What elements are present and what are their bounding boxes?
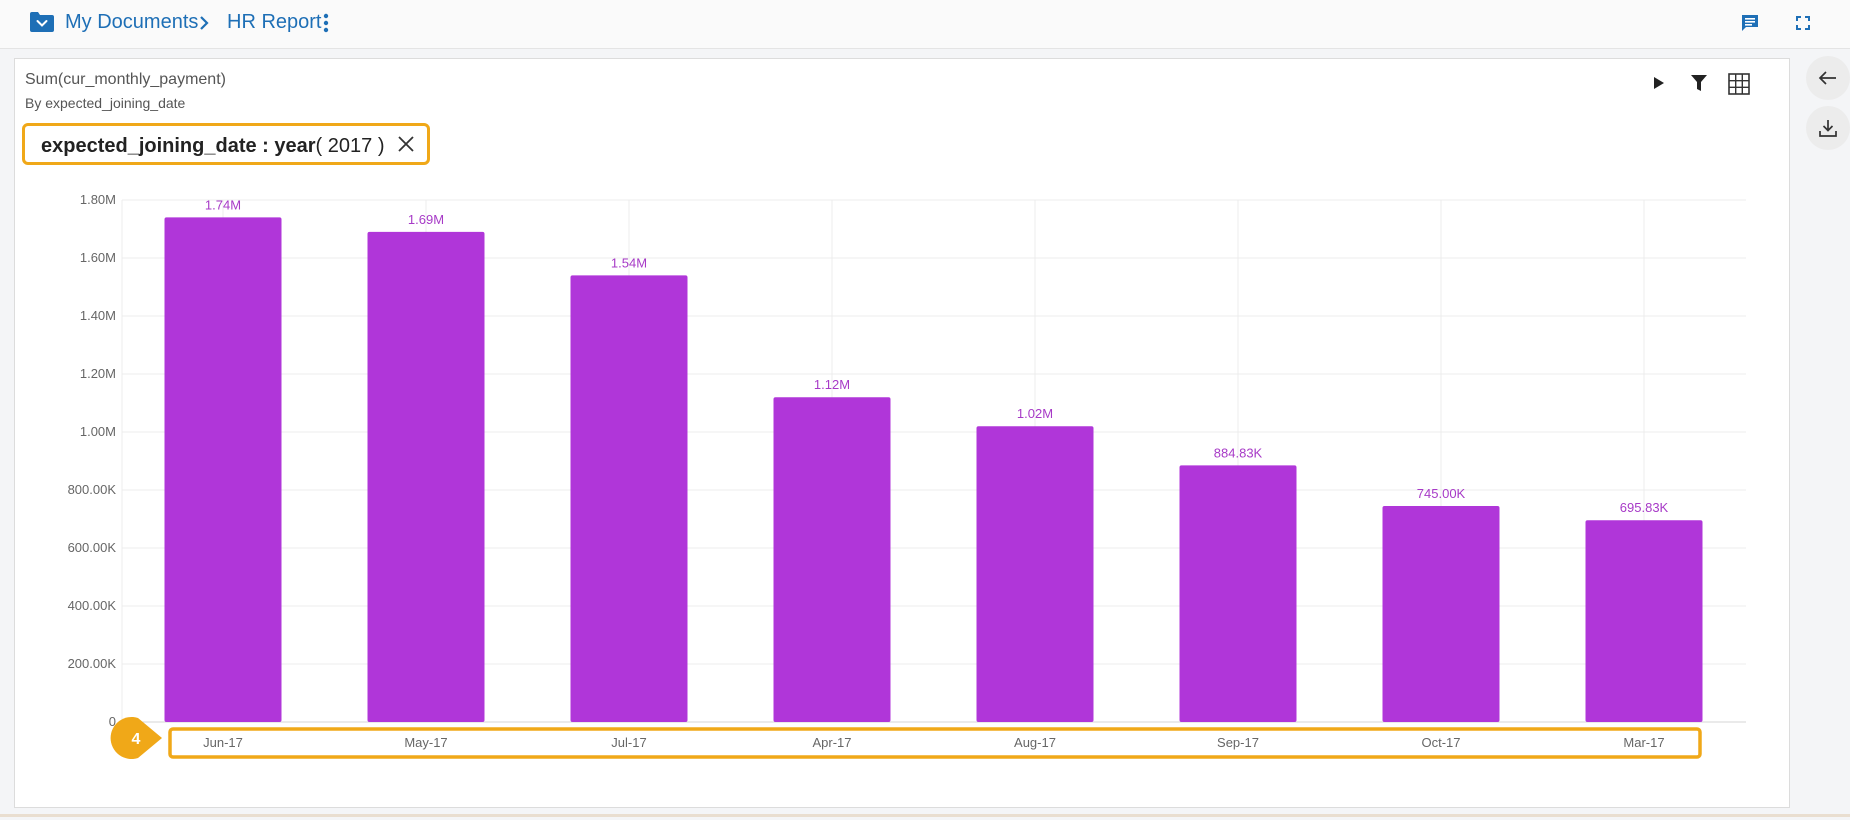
y-tick-label: 800.00K <box>68 482 117 497</box>
x-tick-label: May-17 <box>404 735 447 750</box>
annotation-badge: 4 <box>110 717 162 759</box>
y-axis: 0 200.00K 400.00K 600.00K 800.00K 1.00M 1.20M 1… <box>68 192 117 729</box>
y-tick-label: 200.00K <box>68 656 117 671</box>
bar-data-label: 1.12M <box>814 377 850 392</box>
x-tick-label: Apr-17 <box>812 735 851 750</box>
close-icon[interactable] <box>397 135 415 158</box>
y-tick-label: 0 <box>109 714 116 729</box>
fullscreen-icon[interactable] <box>1796 16 1810 35</box>
bar-data-label: 1.74M <box>205 197 241 212</box>
bar-data-label: 1.69M <box>408 212 444 227</box>
bar-data-label: 1.02M <box>1017 406 1053 421</box>
y-tick-label: 1.20M <box>80 366 116 381</box>
bar-Jun-17[interactable] <box>164 217 282 722</box>
more-vertical-icon[interactable] <box>322 13 330 38</box>
filter-field: expected_joining_date : year <box>41 135 316 157</box>
back-button[interactable] <box>1806 56 1850 100</box>
y-tick-label: 600.00K <box>68 540 117 555</box>
chart-subtitle: By expected_joining_date <box>25 95 186 111</box>
bar-data-label: 1.54M <box>611 255 647 270</box>
x-tick-label: Jun-17 <box>203 735 243 750</box>
bottom-border <box>0 814 1850 817</box>
bars: 1.74M 1.69M 1.54M 1.12M 1.02M 884.83K 745.00K 6… <box>164 197 1703 722</box>
grid-lines <box>121 199 1746 723</box>
bar-Sep-17[interactable] <box>1179 465 1297 722</box>
filter-icon[interactable] <box>1690 74 1708 97</box>
filter-chip[interactable]: expected_joining_date : year( 2017 ) <box>22 123 430 165</box>
x-tick-label: Oct-17 <box>1421 735 1460 750</box>
y-tick-label: 1.60M <box>80 250 116 265</box>
bar-Apr-17[interactable] <box>773 397 891 722</box>
annotation-badge-shape <box>110 717 162 759</box>
x-tick-label: Jul-17 <box>611 735 646 750</box>
play-icon[interactable] <box>1652 76 1666 95</box>
bar-Mar-17[interactable] <box>1585 520 1703 722</box>
chevron-right-icon <box>198 14 210 37</box>
x-tick-label: Aug-17 <box>1014 735 1056 750</box>
filter-chip-text: expected_joining_date : year( 2017 ) <box>41 135 384 158</box>
x-axis: Jun-17 May-17 Jul-17 Apr-17 Aug-17 Sep-17 Oct-… <box>110 717 1702 759</box>
bar-data-label: 884.83K <box>1214 445 1263 460</box>
folder-icon[interactable] <box>29 11 55 33</box>
comment-icon[interactable] <box>1741 14 1759 37</box>
bar-Aug-17[interactable] <box>976 426 1094 722</box>
table-grid-icon[interactable] <box>1728 73 1750 100</box>
filter-value: ( 2017 ) <box>315 135 385 157</box>
bar-Oct-17[interactable] <box>1382 505 1500 722</box>
breadcrumb-hr-report[interactable]: HR Report <box>227 11 322 33</box>
breadcrumb-my-documents[interactable]: My Documents <box>65 11 199 33</box>
bar-data-label: 695.83K <box>1620 500 1669 515</box>
x-axis-highlight-box <box>168 727 1702 759</box>
y-tick-label: 1.80M <box>80 192 116 207</box>
chart-title: Sum(cur_monthly_payment) <box>25 71 226 88</box>
y-tick-label: 400.00K <box>68 598 117 613</box>
annotation-badge-number: 4 <box>132 731 141 748</box>
y-tick-label: 1.40M <box>80 308 116 323</box>
chart-card <box>14 58 1790 808</box>
download-button[interactable] <box>1806 106 1850 150</box>
x-tick-label: Mar-17 <box>1623 735 1664 750</box>
bar-data-label: 745.00K <box>1417 486 1466 501</box>
bar-Jul-17[interactable] <box>570 275 688 722</box>
x-tick-label: Sep-17 <box>1217 735 1259 750</box>
top-bar: My Documents HR Report <box>0 0 1850 49</box>
y-tick-label: 1.00M <box>80 424 116 439</box>
bar-May-17[interactable] <box>367 231 485 722</box>
